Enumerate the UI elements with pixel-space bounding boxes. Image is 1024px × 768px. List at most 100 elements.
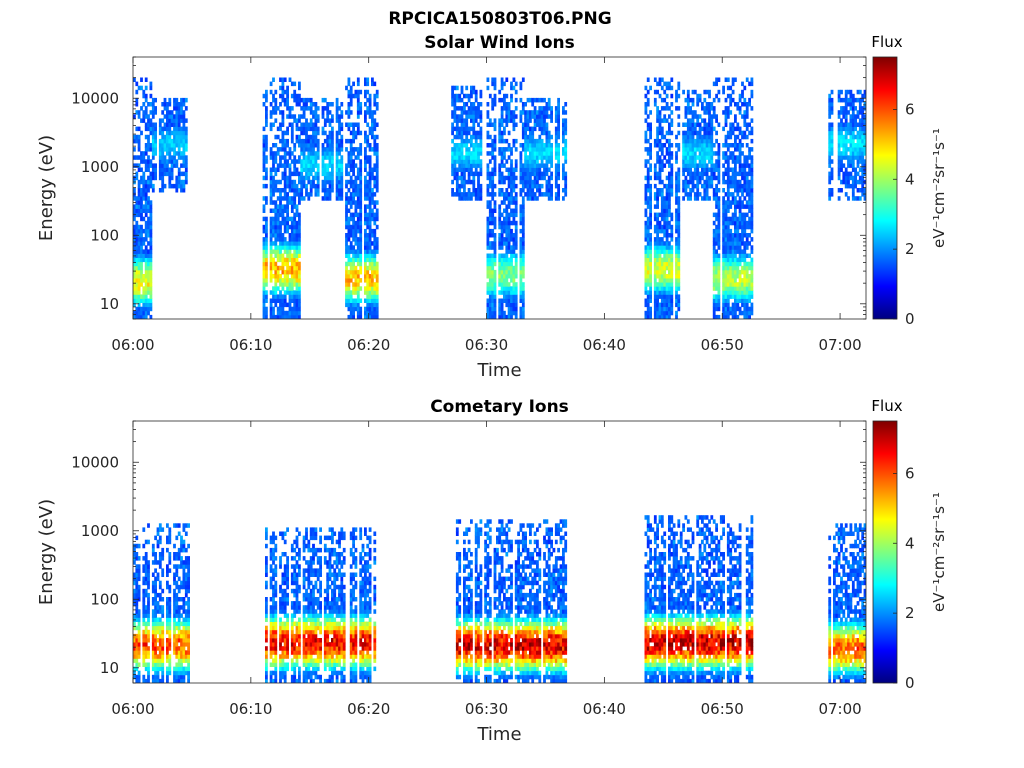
heatmap-cell: [491, 143, 495, 148]
heatmap-cell: [851, 106, 855, 111]
heatmap-cell: [472, 114, 476, 119]
heatmap-cell: [354, 188, 358, 193]
heatmap-cell: [724, 204, 728, 209]
heatmap-cell: [849, 102, 853, 107]
heatmap-cell: [734, 114, 737, 119]
heatmap-cell: [500, 310, 504, 316]
heatmap-cell: [281, 175, 285, 181]
heatmap-cell: [656, 245, 659, 250]
heatmap-cell: [828, 110, 832, 115]
heatmap-cell: [646, 278, 650, 283]
heatmap-cell: [682, 147, 685, 152]
heatmap-cell: [840, 143, 843, 148]
heatmap-cell: [854, 167, 857, 172]
heatmap-cell: [646, 151, 650, 156]
heatmap-cell: [743, 298, 747, 303]
heatmap-cell: [510, 228, 513, 234]
heatmap-cell: [670, 188, 674, 193]
heatmap-cell: [656, 306, 659, 312]
heatmap-cell: [283, 302, 287, 308]
heatmap-cell: [741, 257, 744, 263]
heatmap-cell: [302, 183, 306, 189]
heatmap-cell: [182, 122, 186, 127]
heatmap-cell: [521, 188, 525, 193]
heatmap-cell: [154, 126, 157, 132]
heatmap-cell: [562, 126, 565, 132]
heatmap-cell: [830, 138, 834, 144]
heatmap-cell: [557, 97, 560, 103]
heatmap-cell: [830, 130, 834, 136]
heatmap-cell: [543, 110, 546, 115]
heatmap-cell: [463, 126, 466, 132]
heatmap-cell: [745, 163, 749, 168]
heatmap-cell: [328, 163, 332, 168]
heatmap-cell: [463, 175, 466, 181]
heatmap-cell: [505, 220, 509, 226]
heatmap-cell: [373, 151, 377, 156]
heatmap-cell: [354, 200, 358, 205]
heatmap-cell: [660, 167, 664, 172]
heatmap-cell: [660, 192, 664, 197]
heatmap-cell: [743, 290, 747, 295]
heatmap-cell: [137, 212, 141, 218]
heatmap-cell: [675, 216, 678, 222]
heatmap-cell: [349, 233, 353, 238]
heatmap-cell: [371, 249, 374, 254]
heatmap-cell: [851, 196, 855, 201]
heatmap-cell: [545, 171, 549, 177]
heatmap-cell: [717, 233, 721, 238]
heatmap-cell: [503, 241, 506, 246]
heatmap-cell: [281, 147, 285, 152]
heatmap-cell: [498, 306, 502, 312]
heatmap-cell: [158, 147, 162, 152]
heatmap-cell: [854, 179, 857, 185]
heatmap-cell: [453, 110, 457, 115]
heatmap-cell: [144, 237, 148, 242]
heatmap-cell: [293, 306, 297, 312]
heatmap-cell: [368, 228, 372, 234]
heatmap-cell: [276, 216, 280, 222]
heatmap-cell: [521, 228, 525, 234]
heatmap-cell: [286, 204, 289, 209]
heatmap-cell: [302, 151, 306, 156]
heatmap-cell: [272, 294, 275, 299]
heatmap-cell: [526, 171, 530, 177]
heatmap-cell: [660, 216, 664, 222]
heatmap-cell: [738, 151, 742, 156]
heatmap-cell: [550, 159, 553, 164]
heatmap-cell: [265, 269, 268, 275]
heatmap-cell: [295, 302, 299, 308]
heatmap-cell: [722, 286, 725, 291]
heatmap-cell: [557, 126, 560, 132]
heatmap-cell: [276, 306, 280, 312]
heatmap-cell: [503, 102, 506, 107]
heatmap-cell: [364, 192, 367, 197]
heatmap-cell: [514, 241, 518, 246]
heatmap-cell: [649, 175, 652, 181]
heatmap-cell: [830, 89, 834, 95]
heatmap-cell: [505, 294, 509, 299]
heatmap-cell: [665, 220, 669, 226]
heatmap-cell: [493, 200, 497, 205]
heatmap-cell: [373, 204, 377, 209]
heatmap-cell: [300, 159, 304, 164]
heatmap-cell: [170, 175, 174, 181]
heatmap-cell: [507, 204, 511, 209]
heatmap-cell: [274, 237, 278, 242]
heatmap-cell: [738, 167, 742, 172]
heatmap-cell: [726, 306, 730, 312]
heatmap-cell: [646, 97, 650, 103]
heatmap-cell: [724, 306, 728, 312]
heatmap-cell: [507, 167, 511, 172]
heatmap-cell: [658, 294, 662, 299]
heatmap-cell: [665, 102, 669, 107]
heatmap-cell: [660, 130, 664, 136]
heatmap-cell: [347, 159, 351, 164]
heatmap-cell: [371, 171, 374, 177]
heatmap-cell: [738, 171, 742, 177]
heatmap-cell: [660, 282, 664, 287]
heatmap-cell: [326, 155, 330, 160]
heatmap-cell: [180, 188, 183, 193]
heatmap-cell: [173, 118, 176, 123]
heatmap-cell: [519, 220, 523, 226]
